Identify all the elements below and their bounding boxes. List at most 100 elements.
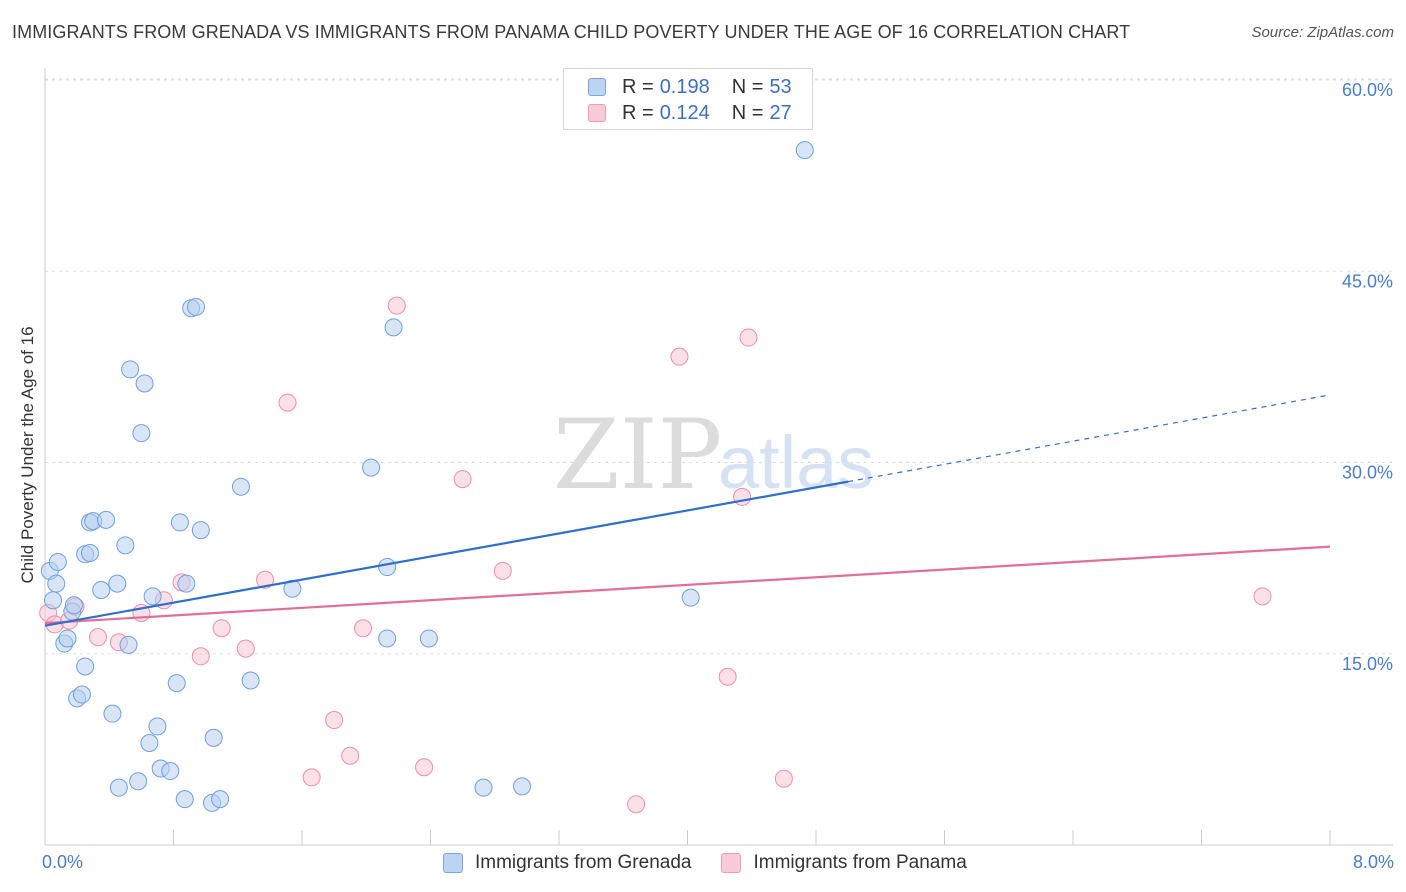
grenada-point (140, 734, 159, 752)
grenada-point (362, 458, 381, 477)
grenada-point (129, 772, 148, 791)
grenada-point (161, 762, 180, 781)
grenada-point (177, 574, 196, 593)
grenada-legend-swatch (443, 853, 463, 873)
y-tick-labels: 15.0% 30.0% 45.0% 60.0% (1342, 80, 1393, 674)
grenada-point (132, 424, 151, 443)
grenada-point (170, 513, 189, 532)
legend-label-panama: Immigrants from Panama (753, 852, 967, 873)
grenada-points (40, 141, 814, 812)
series-legend: Immigrants from Grenada Immigrants from … (443, 852, 997, 874)
grenada-point (64, 596, 83, 615)
grenada-point (378, 629, 397, 648)
x-min-label: 0.0% (42, 852, 84, 872)
panama-point (739, 328, 758, 347)
gridlines (45, 78, 1393, 655)
grenada-point (419, 629, 438, 648)
panama-point (718, 667, 737, 686)
axes (44, 68, 1393, 846)
watermark-zip: ZIP (553, 399, 722, 511)
y-tick-label: 45.0% (1342, 271, 1393, 291)
grenada-swatch (588, 78, 606, 96)
grenada-point (108, 574, 127, 593)
panama-point (191, 647, 210, 666)
r-value-panama: 0.124 (659, 101, 710, 124)
panama-point (670, 347, 689, 366)
panama-point (89, 628, 108, 647)
grenada-point (121, 360, 140, 379)
panama-points (39, 296, 1272, 814)
legend-item-panama: Immigrants from Panama (721, 852, 967, 874)
y-tick-label: 60.0% (1342, 80, 1393, 100)
grenada-point (148, 717, 167, 736)
grenada-point (109, 778, 128, 797)
grenada-point (167, 674, 186, 693)
grenada-point (186, 297, 205, 316)
grenada-point (241, 671, 260, 690)
n-label: N = (731, 101, 764, 124)
panama-point (733, 487, 752, 506)
source-credit: Source: ZipAtlas.com (1251, 24, 1394, 41)
panama-point (341, 746, 360, 765)
panama-point (415, 758, 434, 777)
legend-item-grenada: Immigrants from Grenada (443, 852, 691, 874)
panama-point (212, 619, 231, 638)
n-label: N = (731, 75, 764, 98)
r-label: R = (622, 101, 654, 124)
panama-swatch (588, 104, 606, 122)
r-value-grenada: 0.198 (659, 75, 710, 98)
grenada-point (116, 536, 135, 555)
grenada-point (378, 558, 397, 577)
panama-legend-swatch (721, 853, 742, 873)
panama-point (453, 470, 472, 489)
grenada-point (681, 588, 700, 607)
grenada-point (44, 591, 63, 610)
y-tick-label: 15.0% (1342, 654, 1393, 674)
grenada-point (80, 544, 99, 563)
grenada-point (143, 587, 162, 606)
grenada-point (384, 318, 403, 337)
grenada-point (231, 477, 250, 496)
grenada-point (48, 552, 67, 571)
panama-point (325, 711, 344, 730)
panama-point (256, 570, 275, 589)
grenada-point (72, 685, 91, 704)
panama-point (236, 639, 255, 658)
panama-point (387, 296, 406, 315)
grenada-point (175, 790, 194, 809)
grenada-point (119, 635, 138, 654)
panama-point (493, 561, 512, 580)
legend-row-panama: R = 0.124 N = 27 (588, 101, 792, 125)
panama-point (1253, 587, 1272, 606)
grenada-point (191, 521, 210, 540)
grenada-point (211, 790, 230, 809)
r-label: R = (622, 75, 654, 98)
grenada-point (204, 728, 223, 747)
grenada-point (135, 374, 154, 393)
grenada-trend-extension (848, 394, 1331, 483)
y-tick-label: 30.0% (1342, 463, 1393, 483)
grenada-point (58, 629, 77, 648)
panama-point (302, 768, 321, 787)
legend-label-grenada: Immigrants from Grenada (475, 852, 692, 873)
grenada-point (474, 778, 493, 797)
panama-point (774, 769, 793, 788)
trend-lines (44, 394, 1331, 627)
n-value-grenada: 53 (769, 75, 792, 98)
panama-point (627, 795, 646, 814)
legend-row-grenada: R = 0.198 N = 53 (588, 75, 792, 99)
grenada-point (513, 777, 532, 796)
grenada-point (97, 510, 116, 529)
grenada-point (795, 141, 814, 160)
panama-trend-line (44, 545, 1331, 625)
grenada-point (92, 581, 111, 599)
grenada-point (103, 704, 122, 723)
n-value-panama: 27 (769, 101, 792, 124)
x-max-label: 8.0% (1352, 852, 1394, 872)
grenada-trend-line (44, 480, 849, 627)
chart-title: IMMIGRANTS FROM GRENADA VS IMMIGRANTS FR… (12, 22, 1131, 42)
y-axis-title: Child Poverty Under the Age of 16 (18, 326, 37, 583)
grenada-point (47, 574, 66, 593)
stats-legend: R = 0.198 N = 53 R = 0.124 N = 27 (563, 68, 813, 130)
